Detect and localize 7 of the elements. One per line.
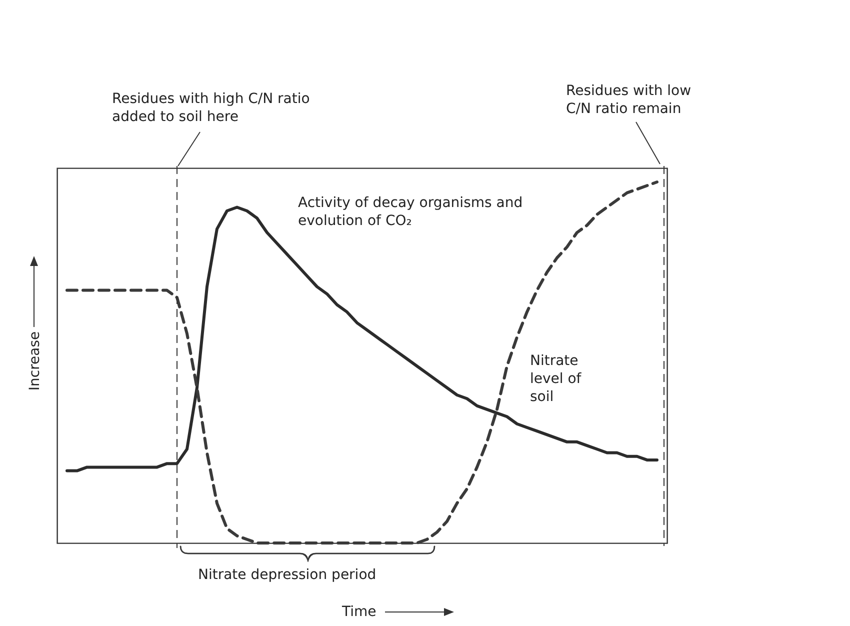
text: Residues with high C/N ratio added to soil here: [112, 90, 311, 126]
series-label: Activity of decay organisms and evolution of CO₂: [298, 194, 524, 230]
series-label: Nitrate level of soil: [530, 352, 582, 406]
y-axis-title: Increase: [26, 330, 44, 393]
x-axis-title: Time: [342, 603, 376, 621]
text: Nitrate depression period: [198, 566, 376, 584]
text: Residues with low C/N ratio remain: [566, 82, 692, 118]
